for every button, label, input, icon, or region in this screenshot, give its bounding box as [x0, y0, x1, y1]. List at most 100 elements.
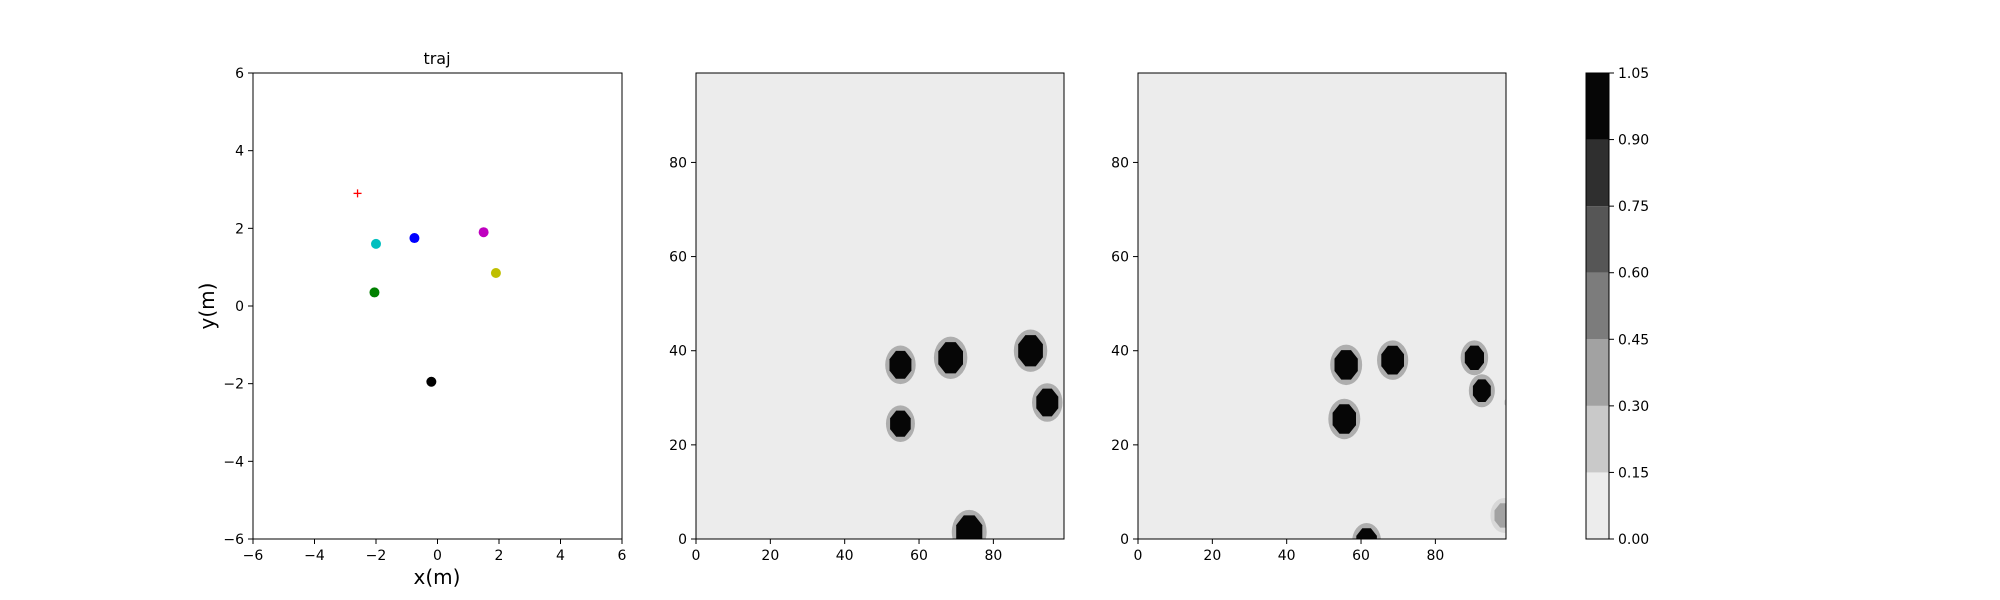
map-2-obstacle	[1490, 498, 1506, 533]
map-1-obstacle	[885, 405, 915, 443]
traj-y-tick-label: 0	[235, 299, 244, 315]
traj-agent-point	[426, 376, 437, 387]
colorbar-tick-label: 0.60	[1618, 266, 1649, 282]
map-1-obstacle-core	[1018, 335, 1043, 367]
map-panel-2: 0 20 40 60 80 0 20 40 60 80	[1111, 72, 1507, 564]
traj-ylabel: y(m)	[195, 283, 219, 330]
colorbar: 0.00 0.15 0.30 0.45 0.60 0.75 0.90 1.05	[1585, 66, 1649, 548]
map-1-blob-layer	[885, 329, 1063, 539]
map-2-obstacle-core	[1381, 345, 1404, 375]
map-2-y-tick-label: 0	[1120, 532, 1129, 548]
map-1-obstacle	[951, 509, 987, 539]
map-2-obstacle-core	[1464, 345, 1484, 370]
colorbar-tick-label: 0.75	[1618, 199, 1649, 215]
colorbar-band	[1586, 206, 1609, 273]
map-1-x-ticks: 0 20 40 60 80	[692, 539, 1002, 564]
traj-x-tick-label: −4	[304, 548, 325, 564]
map-1-obstacle-core	[1036, 388, 1059, 417]
map-2-obstacle	[1460, 340, 1489, 376]
map-1-y-ticks: 0 20 40 60 80	[669, 155, 696, 548]
map-2-obstacle	[1330, 344, 1363, 386]
map-2-obstacle	[1377, 340, 1409, 380]
traj-y-tick-label: −4	[223, 454, 244, 470]
map-1-blobs	[885, 329, 1063, 539]
traj-agent-point	[478, 227, 489, 238]
traj-x-ticks: −6 −4 −2 0 2 4 6	[243, 539, 627, 564]
traj-x-tick-label: −6	[243, 548, 264, 564]
traj-x-tick-label: 0	[433, 548, 442, 564]
map-2-obstacle-core	[1472, 379, 1491, 402]
traj-x-tick-label: 6	[618, 548, 627, 564]
colorbar-tick-label: 0.00	[1618, 532, 1649, 548]
traj-y-tick-label: 4	[235, 144, 244, 160]
map-2-obstacle-core	[1334, 350, 1358, 380]
map-2-obstacle	[1468, 374, 1495, 408]
map-2-blobs	[1328, 340, 1506, 539]
map-1-obstacle-core	[956, 515, 983, 539]
map-2-obstacle-halo	[1500, 393, 1506, 412]
map-2-axes-frame	[1137, 72, 1507, 540]
colorbar-band	[1586, 73, 1609, 140]
traj-x-tick-label: 2	[495, 548, 504, 564]
colorbar-band	[1586, 139, 1609, 207]
map-2-obstacle-core	[1494, 503, 1506, 528]
colorbar-tick-label: 0.15	[1618, 465, 1649, 481]
traj-agent-point	[371, 238, 381, 249]
colorbar-tick-label: 0.90	[1618, 133, 1649, 149]
traj-axes-frame	[252, 72, 623, 540]
traj-panel: traj −6 −4 −2 0 2 4 6 −6 −4 −2 0 2 4 6 x(m) y(m)	[195, 49, 627, 589]
map-2-y-tick-label: 20	[1111, 438, 1129, 454]
traj-y-ticks: −6 −4 −2 0 2 4 6	[223, 66, 253, 548]
map-1-axes-frame	[695, 72, 1065, 540]
map-2-obstacle	[1328, 398, 1361, 440]
map-2-x-tick-label: 40	[1278, 548, 1296, 564]
map-1-y-tick-label: 80	[669, 155, 687, 171]
colorbar-tick-label: 0.30	[1618, 399, 1649, 415]
colorbar-tick-label: 0.45	[1618, 332, 1649, 348]
map-2-y-tick-label: 60	[1111, 250, 1129, 266]
colorbar-band	[1586, 339, 1609, 406]
colorbar-tick-label: 1.05	[1618, 66, 1649, 82]
map-2-obstacle	[1352, 523, 1381, 539]
traj-agent-point	[490, 267, 501, 278]
map-1-obstacle	[1032, 383, 1063, 422]
traj-xlabel: x(m)	[414, 565, 461, 589]
map-2-x-tick-label: 0	[1134, 548, 1143, 564]
map-1-x-tick-label: 0	[692, 548, 701, 564]
map-1-obstacle	[1013, 329, 1048, 372]
map-1-y-tick-label: 0	[678, 532, 687, 548]
map-2-obstacle	[1500, 393, 1506, 412]
map-2-background	[1138, 73, 1506, 539]
colorbar-band	[1586, 272, 1609, 340]
map-panel-1: 0 20 40 60 80 0 20 40 60 80	[669, 72, 1065, 564]
map-1-x-tick-label: 80	[984, 548, 1002, 564]
map-1-obstacle-core	[890, 410, 911, 437]
colorbar-bands	[1586, 73, 1609, 539]
map-2-y-ticks: 0 20 40 60 80	[1111, 155, 1138, 548]
map-2-x-tick-label: 20	[1203, 548, 1221, 564]
map-2-obstacle-core	[1356, 528, 1377, 539]
map-1-x-tick-label: 60	[910, 548, 928, 564]
traj-y-tick-label: 2	[235, 221, 244, 237]
colorbar-band	[1586, 472, 1609, 539]
colorbar-ticks: 0.00 0.15 0.30 0.45 0.60 0.75 0.90 1.05	[1609, 66, 1649, 548]
map-2-obstacle-core	[1332, 404, 1356, 434]
map-1-y-tick-label: 40	[669, 344, 687, 360]
traj-y-tick-label: −2	[223, 377, 244, 393]
map-1-obstacle	[885, 345, 916, 385]
traj-title: traj	[423, 49, 450, 68]
traj-points	[353, 189, 501, 387]
map-1-x-tick-label: 20	[761, 548, 779, 564]
map-1-background	[696, 73, 1064, 539]
map-1-obstacle-core	[938, 342, 963, 374]
map-1-obstacle	[933, 336, 968, 379]
traj-agent-point	[369, 287, 380, 298]
map-2-blob-layer	[1328, 340, 1506, 539]
map-1-y-tick-label: 60	[669, 250, 687, 266]
map-1-obstacle-core	[889, 350, 912, 379]
map-2-y-tick-label: 40	[1111, 344, 1129, 360]
traj-x-tick-label: −2	[366, 548, 387, 564]
colorbar-band	[1586, 405, 1609, 473]
traj-x-tick-label: 4	[556, 548, 565, 564]
